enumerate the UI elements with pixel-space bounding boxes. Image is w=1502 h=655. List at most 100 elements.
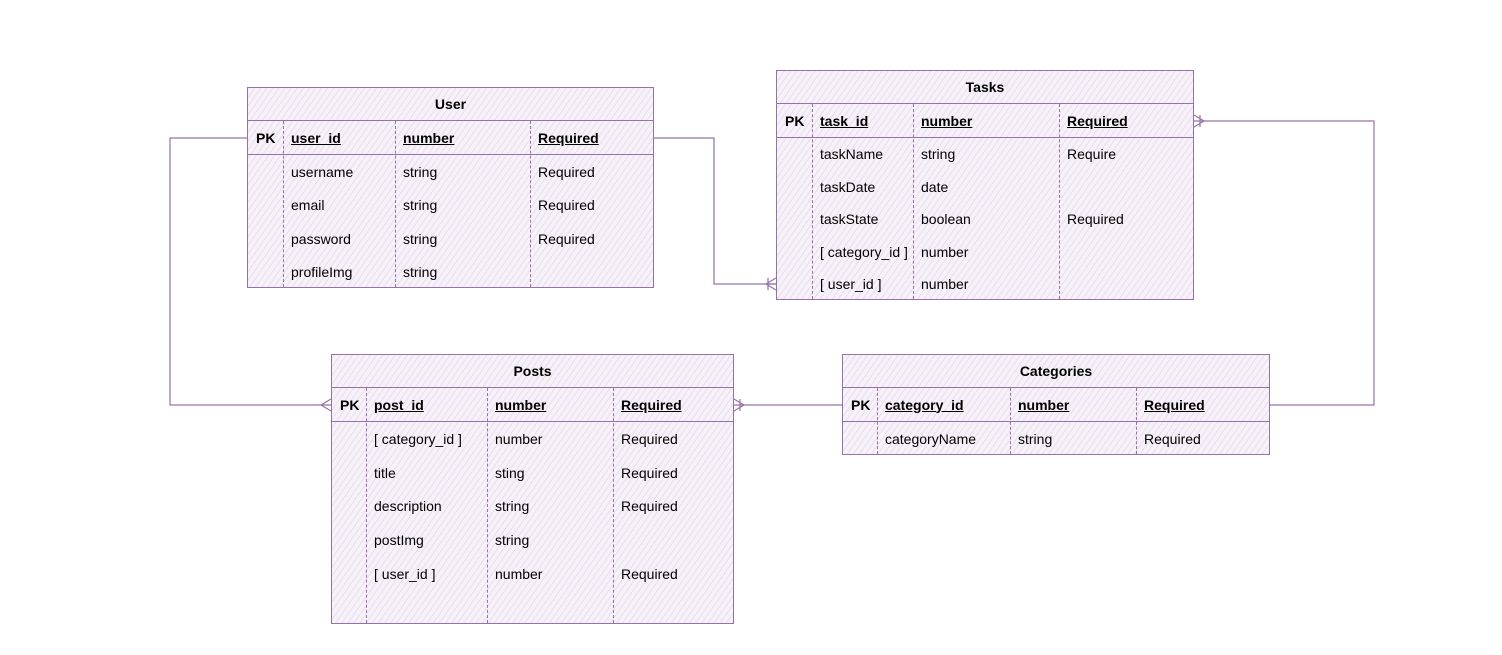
field-constraint: Required (538, 129, 599, 146)
column-divider (613, 388, 614, 623)
column-divider (877, 388, 878, 454)
entity-title: Posts (332, 355, 733, 388)
field-constraint: Required (1144, 430, 1201, 447)
field-constraint: Required (621, 565, 678, 582)
field-type: string (1018, 430, 1053, 447)
field-type: string (403, 197, 438, 214)
field-name: username (291, 163, 354, 180)
field-type: string (495, 498, 530, 515)
field-name: [ category_id ] (374, 430, 462, 447)
field-row[interactable]: description string Required (332, 489, 733, 523)
field-row[interactable]: username string Required (248, 155, 653, 189)
field-name: categoryName (885, 430, 977, 447)
primary-key-row[interactable]: PK task_id number Required (777, 104, 1193, 138)
field-type: number (1018, 396, 1070, 413)
field-constraint: Required (538, 197, 595, 214)
column-divider (395, 121, 396, 287)
column-divider (913, 104, 914, 299)
entity-categories[interactable]: Categories PK category_id number Required cat… (842, 354, 1270, 455)
pk-label: PK (340, 396, 360, 413)
column-divider (812, 104, 813, 299)
primary-key-row[interactable]: PK category_id number Required (843, 388, 1269, 422)
field-type: number (495, 396, 547, 413)
field-type: number (495, 430, 543, 447)
field-type: number (921, 112, 973, 129)
field-constraint: Required (538, 230, 595, 247)
field-name: user_id (291, 129, 341, 146)
field-name: category_id (885, 396, 964, 413)
field-constraint: Required (621, 464, 678, 481)
primary-key-row[interactable]: PK post_id number Required (332, 388, 733, 422)
column-divider (283, 121, 284, 287)
field-row[interactable]: [ user_id ] number (777, 268, 1193, 301)
column-divider (1136, 388, 1137, 454)
field-constraint: Required (1144, 396, 1205, 413)
field-row[interactable]: email string Required (248, 189, 653, 223)
field-type: number (921, 243, 969, 260)
entity-posts[interactable]: Posts PK post_id number Required[ category_i… (331, 354, 734, 624)
field-constraint: Required (538, 163, 595, 180)
field-name: task_id (820, 112, 869, 129)
field-row[interactable]: title sting Required (332, 456, 733, 490)
field-type: number (403, 129, 455, 146)
field-type: date (921, 178, 949, 195)
field-name: taskState (820, 211, 879, 228)
field-row[interactable]: postImg string (332, 523, 733, 557)
crowfoot-marker (733, 398, 746, 412)
field-constraint: Required (621, 396, 682, 413)
field-row[interactable]: password string Required (248, 222, 653, 256)
field-row[interactable]: [ user_id ] number Required (332, 557, 733, 591)
entity-title: Categories (843, 355, 1269, 388)
crowfoot-marker (1193, 114, 1206, 128)
field-constraint: Require (1067, 146, 1117, 163)
pk-label: PK (851, 396, 871, 413)
field-name: description (374, 498, 442, 515)
entity-tasks[interactable]: Tasks PK task_id number Required taskName stri… (776, 70, 1194, 300)
field-type: string (403, 264, 438, 281)
field-constraint: Required (1067, 112, 1128, 129)
field-row[interactable]: taskDate date (777, 171, 1193, 204)
entity-title: User (248, 88, 653, 121)
field-name: taskDate (820, 178, 876, 195)
field-name: postImg (374, 531, 424, 548)
field-constraint: Required (621, 430, 678, 447)
field-name: taskName (820, 146, 884, 163)
entity-title: Tasks (777, 71, 1193, 104)
field-type: boolean (921, 211, 971, 228)
column-divider (1059, 104, 1060, 299)
field-name: email (291, 197, 325, 214)
primary-key-row[interactable]: PK user_id number Required (248, 121, 653, 155)
field-type: string (403, 230, 438, 247)
column-divider (487, 388, 488, 623)
pk-label: PK (785, 112, 805, 129)
field-name: title (374, 464, 396, 481)
column-divider (1010, 388, 1011, 454)
connector-user-tasks[interactable] (654, 137, 776, 285)
field-row[interactable]: taskName string Require (777, 138, 1193, 171)
entity-user[interactable]: User PK user_id number Required username strin… (247, 87, 654, 288)
field-type: number (495, 565, 543, 582)
field-name: post_id (374, 396, 424, 413)
field-type: string (495, 531, 530, 548)
field-row[interactable]: [ category_id ] number Required (332, 422, 733, 456)
field-name: [ category_id ] (820, 243, 908, 260)
field-type: number (921, 276, 969, 293)
column-divider (366, 388, 367, 623)
field-name: [ user_id ] (374, 565, 436, 582)
field-name: password (291, 230, 351, 247)
field-type: string (921, 146, 956, 163)
field-type: sting (495, 464, 525, 481)
field-type: string (403, 163, 438, 180)
column-divider (530, 121, 531, 287)
pk-label: PK (256, 129, 276, 146)
field-name: profileImg (291, 264, 353, 281)
field-row[interactable]: taskState boolean Required (777, 203, 1193, 236)
crowfoot-marker (764, 277, 777, 291)
field-constraint: Required (1067, 211, 1124, 228)
field-name: [ user_id ] (820, 276, 882, 293)
field-constraint: Required (621, 498, 678, 515)
field-row[interactable]: categoryName string Required (843, 422, 1269, 456)
field-row[interactable]: [ category_id ] number (777, 236, 1193, 269)
field-row[interactable]: profileImg string (248, 256, 653, 290)
